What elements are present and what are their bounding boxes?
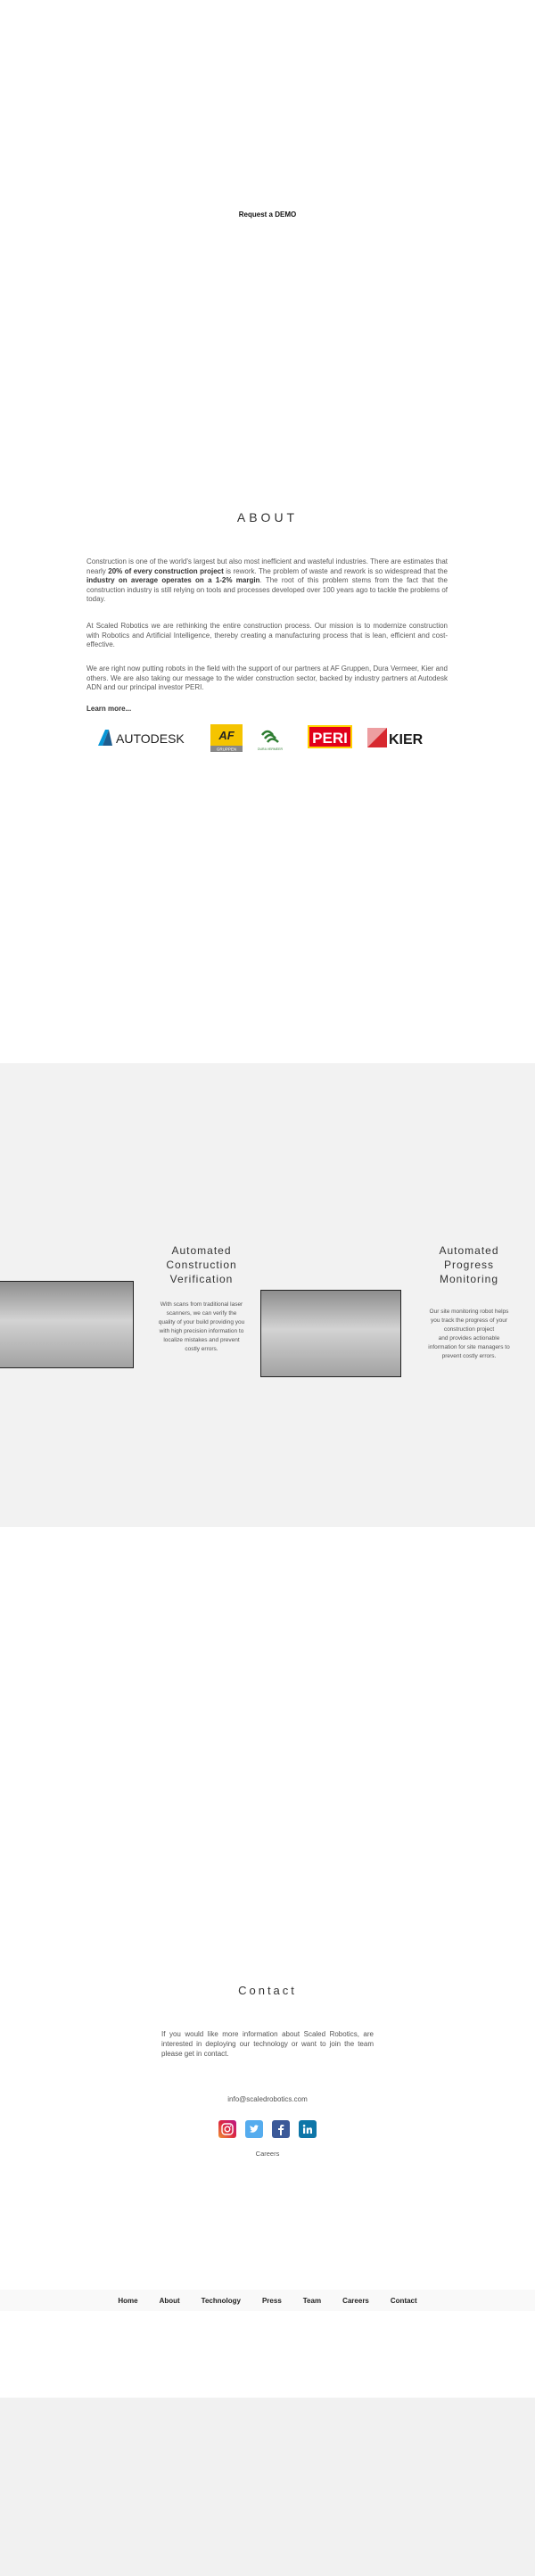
contact-title: Contact bbox=[238, 1984, 297, 1997]
contact-text: If you would like more information about… bbox=[161, 2030, 374, 2058]
careers-link[interactable]: Careers bbox=[255, 2150, 280, 2158]
feature-2-title-line: Monitoring bbox=[439, 1273, 499, 1285]
feature-2-title-line: Automated bbox=[439, 1244, 499, 1257]
autodesk-logo-text: AUTODESK bbox=[116, 731, 185, 746]
nav-item-technology[interactable]: Technology bbox=[201, 2296, 241, 2305]
nav-item-team[interactable]: Team bbox=[302, 2296, 322, 2305]
nav-item-about[interactable]: About bbox=[159, 2296, 180, 2305]
feature-1-body-line: scanners, we can verify the bbox=[166, 1310, 237, 1317]
nav-item-home[interactable]: Home bbox=[118, 2296, 138, 2305]
feature-1-body-line: localize mistakes and prevent bbox=[163, 1337, 240, 1343]
linkedin-icon[interactable] bbox=[299, 2120, 317, 2138]
feature-1-description: With scans from traditional laser scanne… bbox=[147, 1300, 256, 1354]
dura-logo-text: DURA VERMEER bbox=[258, 747, 283, 751]
learn-more-link[interactable]: Learn more... bbox=[86, 705, 132, 713]
footer-nav: Home About Technology Press Team Careers… bbox=[0, 2290, 535, 2311]
feature-2-body-line: construction project bbox=[443, 1326, 495, 1333]
feature-2-title-line: Progress bbox=[443, 1259, 495, 1271]
about-p1-highlight-1: 20% of every construction project bbox=[108, 566, 224, 575]
feature-2-body-line: prevent costly errors. bbox=[441, 1353, 497, 1359]
hero-section: Request a DEMO bbox=[0, 0, 535, 500]
about-paragraph-2: At Scaled Robotics we are rethinking the… bbox=[86, 622, 448, 648]
verification-image bbox=[0, 1281, 134, 1368]
progress-monitoring-image bbox=[260, 1290, 401, 1377]
technology-section: Automated Construction Verification With… bbox=[0, 1063, 535, 1527]
af-logo-subtext: GRUPPEN bbox=[217, 747, 236, 752]
autodesk-logo: AUTODESK bbox=[98, 730, 185, 746]
footer-band bbox=[0, 2398, 535, 2576]
about-paragraph-1: Construction is one of the world's large… bbox=[86, 557, 448, 605]
contact-email-link[interactable]: info@scaledrobotics.com bbox=[227, 2095, 308, 2103]
feature-1-title-line: Construction bbox=[166, 1259, 237, 1271]
about-p1-highlight-2: industry on average operates on a 1-2% m… bbox=[86, 576, 260, 584]
about-paragraph-3: We are right now putting robots in the f… bbox=[86, 665, 448, 691]
feature-1-body-line: with high precision information to bbox=[159, 1328, 244, 1334]
request-demo-link[interactable]: Request a DEMO bbox=[238, 211, 297, 219]
about-p1-text-a: Construction is one of the world's large… bbox=[86, 557, 448, 575]
kier-logo-text: KIER bbox=[389, 732, 424, 747]
nav-item-careers[interactable]: Careers bbox=[342, 2296, 369, 2305]
feature-2-body-line: you track the progress of your bbox=[431, 1317, 507, 1324]
feature-1-body-line: quality of your build providing you bbox=[158, 1319, 245, 1325]
feature-2-description: Our site monitoring robot helps you trac… bbox=[415, 1308, 523, 1361]
peri-logo: PERI bbox=[308, 725, 352, 748]
feature-2-title: Automated Progress Monitoring bbox=[415, 1243, 523, 1286]
feature-1-body-line: costly errors. bbox=[185, 1346, 218, 1352]
kier-logo: KIER bbox=[367, 728, 424, 747]
feature-1-body-line: With scans from traditional laser bbox=[160, 1301, 243, 1308]
social-links bbox=[218, 2120, 317, 2140]
feature-1-title: Automated Construction Verification bbox=[147, 1243, 256, 1286]
peri-logo-text: PERI bbox=[312, 730, 348, 747]
about-section: ABOUT Construction is one of the world's… bbox=[0, 500, 535, 1063]
af-logo-text: AF bbox=[218, 729, 235, 742]
feature-2-body-line: information for site managers to bbox=[428, 1344, 510, 1350]
af-gruppen-logo: AF GRUPPEN bbox=[210, 724, 243, 752]
facebook-icon[interactable] bbox=[272, 2120, 290, 2138]
about-p1-text-c: is rework. The problem of waste and rewo… bbox=[223, 566, 449, 575]
feature-2-body-line: and provides actionable bbox=[438, 1335, 500, 1342]
nav-item-press[interactable]: Press bbox=[261, 2296, 282, 2305]
about-p1-text-e: . The root of this problem stems from th… bbox=[86, 576, 449, 603]
contact-section: Contact If you would like more informati… bbox=[0, 1527, 535, 2290]
feature-1-title-line: Verification bbox=[169, 1273, 234, 1285]
instagram-icon[interactable] bbox=[218, 2120, 236, 2138]
about-title: ABOUT bbox=[236, 510, 299, 524]
nav-item-contact[interactable]: Contact bbox=[390, 2296, 417, 2305]
feature-2-body-line: Our site monitoring robot helps bbox=[429, 1309, 509, 1315]
feature-1-title-line: Automated bbox=[171, 1244, 232, 1257]
twitter-icon[interactable] bbox=[245, 2120, 263, 2138]
dura-vermeer-logo: DURA VERMEER bbox=[258, 730, 283, 751]
partner-logos: AUTODESK AF GRUPPEN DURA VERMEER PERI KI… bbox=[98, 724, 424, 752]
